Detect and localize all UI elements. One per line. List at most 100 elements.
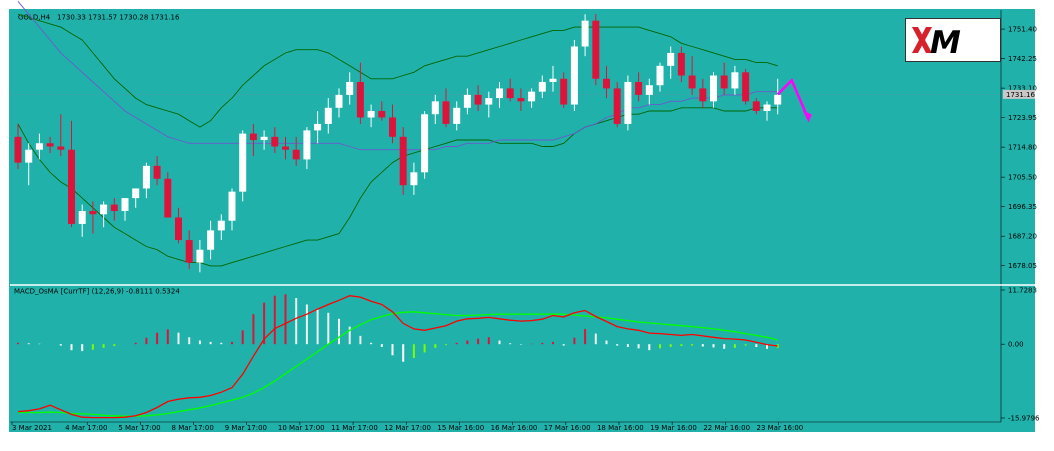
price-tick-label: 1733.10	[1008, 85, 1037, 93]
osc-tick-label: 11.7283	[1008, 287, 1037, 295]
forecast-path	[776, 78, 809, 118]
candle-body	[421, 114, 429, 173]
time-label: 3 Mar 2021	[12, 424, 52, 432]
candle-body	[592, 20, 600, 79]
candle-body	[324, 107, 332, 124]
candle-body	[110, 204, 118, 212]
current-price-box	[1003, 89, 1035, 99]
candle-body	[699, 88, 707, 102]
candle-body	[506, 88, 514, 99]
xm-logo: M	[905, 18, 1001, 62]
candle-body	[346, 81, 354, 95]
candle-body	[196, 249, 204, 263]
candle-body	[399, 136, 407, 186]
candle-body	[68, 149, 75, 224]
candle-body	[239, 133, 247, 192]
price-tick-label: 1687.20	[1008, 233, 1037, 241]
candle-body	[742, 72, 750, 102]
candle-body	[46, 143, 54, 147]
time-label: 16 Mar 16:00	[491, 424, 538, 432]
osc-tick-label: -15.9796	[1008, 414, 1040, 422]
candle-body	[78, 211, 86, 224]
candle-body	[538, 81, 546, 92]
forecast-arrowhead	[802, 110, 812, 123]
candle-body	[645, 85, 653, 95]
candle-body	[442, 101, 450, 124]
indicator-label: MACD_OsMA [CurrTF] (12,26,9) -0.8111 0.5…	[14, 288, 180, 296]
candle-body	[271, 136, 279, 147]
candle-body	[89, 211, 97, 215]
candle-body	[485, 98, 493, 105]
time-label: 9 Mar 17:00	[225, 424, 267, 432]
candle-body	[335, 94, 343, 108]
time-label: 18 Mar 16:00	[597, 424, 644, 432]
lower-bollinger-band	[17, 107, 778, 267]
price-tick-label: 1705.50	[1008, 174, 1037, 182]
candle-body	[431, 101, 439, 115]
upper-bollinger-band	[17, 13, 778, 128]
osc-tick-label: 0.00	[1008, 341, 1024, 349]
candle-body	[731, 72, 739, 89]
candle-body	[57, 146, 65, 150]
candle-body	[410, 172, 418, 186]
time-label: 8 Mar 17:00	[172, 424, 214, 432]
candle-body	[389, 117, 396, 137]
candle-body	[517, 98, 525, 102]
candle-body	[378, 111, 386, 118]
candle-body	[720, 75, 728, 89]
price-tick-label: 1742.25	[1008, 55, 1037, 63]
candle-body	[549, 78, 557, 82]
candle-body	[35, 143, 43, 150]
candle-body	[474, 94, 482, 105]
candle-body	[185, 240, 193, 263]
candle-body	[175, 217, 182, 241]
candle-body	[613, 88, 621, 124]
candle-body	[217, 220, 225, 231]
time-label: 19 Mar 16:00	[650, 424, 697, 432]
candle-body	[463, 94, 471, 108]
candle-body	[228, 191, 236, 221]
candle-body	[603, 78, 610, 89]
candle-body	[303, 130, 311, 160]
candle-body	[14, 136, 22, 163]
candle-body	[453, 107, 461, 124]
moving-average-line	[17, 1, 778, 151]
candle-body	[570, 46, 578, 105]
candle-body	[142, 165, 150, 189]
candle-body	[282, 146, 289, 150]
price-tick-label: 1696.35	[1008, 203, 1037, 211]
candle-body	[356, 81, 364, 118]
candle-body	[25, 149, 33, 163]
time-label: 5 Mar 17:00	[118, 424, 160, 432]
candle-body	[763, 104, 771, 112]
candle-body	[207, 230, 215, 250]
price-tick-label: 1723.95	[1008, 114, 1037, 122]
candle-body	[635, 81, 643, 95]
ohlc-label: 1730.33 1731.57 1730.28 1731.16	[57, 14, 180, 22]
candle-body	[367, 111, 375, 118]
signal-line	[18, 311, 778, 417]
logo-text: M	[930, 25, 961, 61]
price-tick-label: 1678.05	[1008, 262, 1037, 270]
time-label: 4 Mar 17:00	[65, 424, 107, 432]
candle-body	[496, 88, 503, 99]
candle-body	[560, 78, 568, 105]
time-label: 10 Mar 17:00	[278, 424, 325, 432]
time-label: 17 Mar 16:00	[544, 424, 591, 432]
time-label: 11 Mar 17:00	[331, 424, 378, 432]
price-tick-label: 1751.40	[1008, 26, 1037, 34]
candle-body	[656, 65, 664, 86]
candle-body	[164, 178, 172, 218]
candle-body	[100, 204, 108, 215]
time-label: 15 Mar 16:00	[437, 424, 484, 432]
candle-body	[774, 94, 782, 105]
candle-body	[260, 136, 268, 141]
candle-body	[249, 133, 257, 141]
macd-line	[17, 295, 778, 419]
candle-body	[677, 52, 685, 76]
time-label: 12 Mar 17:00	[384, 424, 431, 432]
candle-body	[688, 75, 696, 89]
candle-body	[292, 149, 300, 160]
